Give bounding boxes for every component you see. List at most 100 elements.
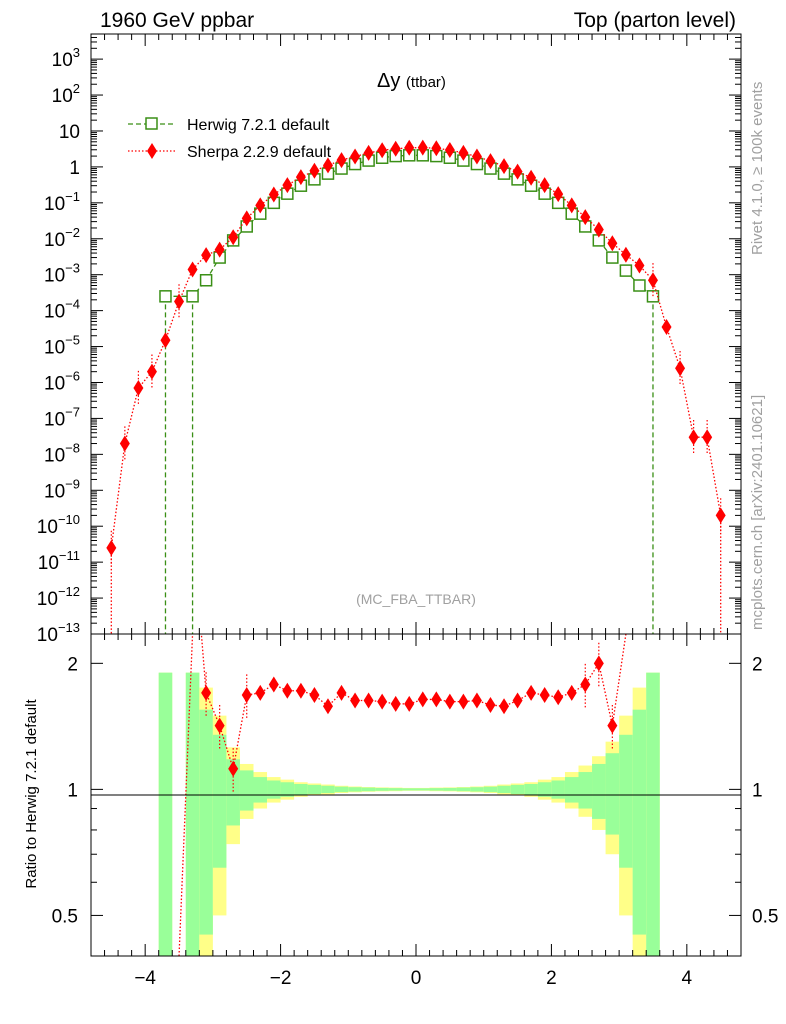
sherpa-point [228,229,239,246]
ratio-ylabel: Ratio to Herwig 7.2.1 default [23,699,40,889]
sherpa-point [174,293,185,310]
plot-title: Δy (ttbar) [377,70,446,92]
plot-title-main: Δy [377,70,400,92]
main-ytick-base: 10 [37,625,58,646]
ratio-band-inner [185,672,200,956]
main-ytick-base: 10 [44,409,65,430]
sherpa-ratio-point [512,692,523,709]
sherpa-line [110,146,722,548]
sherpa-point [539,177,550,194]
ratio-band-inner [280,782,295,797]
ratio-band-inner [605,753,620,835]
ratio-band-inner [592,763,606,819]
ratio-band-inner [429,788,444,791]
sherpa-point [607,235,618,252]
sherpa-point [187,261,198,278]
sherpa-point [201,247,212,264]
sherpa-point [350,148,361,165]
sherpa-point [309,162,320,179]
ratio-band-inner [497,785,511,794]
sherpa-point [133,380,144,397]
main-ytick-base: 10 [44,266,65,287]
sherpa-ratio-point [363,692,374,709]
sherpa-point [499,158,510,175]
main-ytick-label: 10−4 [44,297,80,323]
sherpa-ratio-point [431,691,442,708]
sherpa-ratio-point [255,684,266,701]
sherpa-point [390,140,401,157]
sherpa-ratio-point [241,687,252,704]
main-ytick-exp: −12 [58,584,80,599]
sherpa-point [241,210,252,227]
sherpa-point [634,257,645,274]
main-ytick-label: 102 [52,81,80,107]
ratio-ytick-label: 1 [67,780,78,801]
sherpa-ratio-point [580,676,591,693]
main-ytick-exp: −13 [58,620,80,635]
main-ytick-base: 10 [59,122,80,143]
main-ytick-exp: −6 [65,368,80,383]
sherpa-point [512,163,523,180]
sherpa-point [363,144,374,161]
ratio-band-inner [632,709,647,935]
main-ytick-base: 10 [44,230,65,251]
main-ytick-base: 10 [37,589,58,610]
herwig-point [633,279,646,292]
ratio-ytick-label: 0.5 [52,906,78,927]
sherpa-point [160,332,171,349]
main-ytick-label: 10−9 [44,476,80,502]
ratio-band-inner [239,770,254,811]
sherpa-ratio-point [268,676,279,693]
ratio-band-inner [619,734,633,868]
sherpa-ratio-line [178,634,627,956]
main-ytick-exp: −2 [65,225,80,240]
sherpa-ratio-point [322,698,333,715]
sherpa-point [106,539,117,556]
main-ytick-exp: 3 [73,45,80,60]
main-ytick-label: 10−2 [44,225,80,251]
sherpa-point [661,319,672,336]
main-ytick-base: 10 [44,445,65,466]
main-ytick-exp: −1 [65,189,80,204]
ratio-band-inner [537,782,552,797]
sherpa-point [431,140,442,157]
main-ytick-base: 10 [44,373,65,394]
ratio-band-inner [361,787,376,792]
main-ytick-label: 10−5 [44,333,80,359]
ratio-band-inner [294,783,308,795]
header-right: Top (parton level) [574,9,736,32]
sherpa-point [702,429,713,446]
sherpa-point [295,169,306,186]
sherpa-point [417,139,428,156]
sherpa-point [688,429,699,446]
xtick-label: 4 [682,968,693,989]
main-ytick-label: 103 [52,45,80,71]
sherpa-ratio-point [458,693,469,710]
main-ytick-base: 10 [52,86,73,107]
sherpa-point [336,152,347,169]
main-ytick-base: 10 [44,194,65,215]
main-ytick-label: 10−3 [44,261,80,287]
ratio-band-inner [212,734,227,868]
sherpa-ratio-point [295,682,306,699]
ratio-band-inner [483,786,498,793]
legend-herwig-marker [145,117,158,130]
xtick-label: 2 [546,968,557,989]
ratio-band-inner [226,759,240,826]
sherpa-ratio-point [417,691,428,708]
main-ytick-label: 10−6 [44,368,80,394]
ratio-band-inner [551,780,565,799]
sherpa-point [647,272,658,289]
sherpa-ratio-point [499,698,510,715]
sherpa-ratio-point [336,684,347,701]
main-ytick-base: 10 [52,50,73,71]
main-ytick-label: 10−12 [37,584,80,610]
sherpa-ratio-point [553,689,564,706]
ratio-band-inner [158,672,173,956]
xtick-label: 0 [411,968,422,989]
main-ytick-exp: −11 [59,548,80,563]
sherpa-ratio-point [607,717,618,734]
sherpa-point [146,363,157,380]
sherpa-ratio-point [566,684,577,701]
ratio-band-inner [578,772,593,809]
